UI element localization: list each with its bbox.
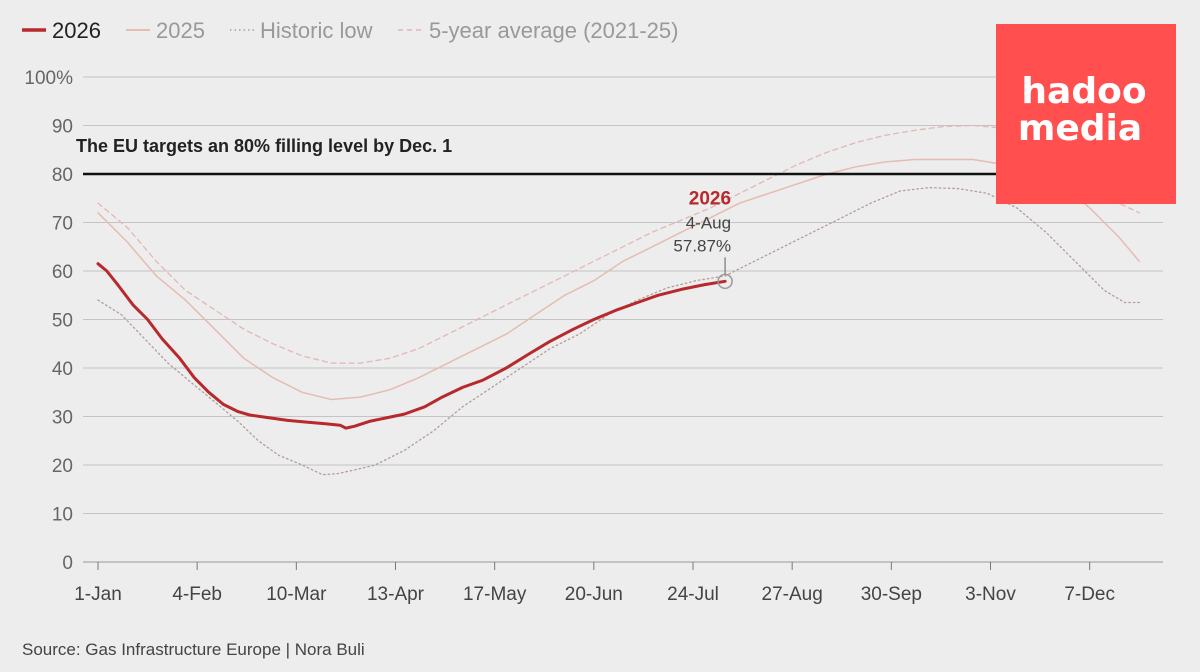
logo-background	[996, 24, 1176, 204]
y-tick-label: 50	[52, 311, 73, 332]
x-tick-label: 17-May	[463, 584, 527, 605]
legend: 2026 2025 Historic low 5-year average (2…	[22, 18, 678, 43]
legend-label-2026: 2026	[52, 18, 101, 43]
callout-value: 57.87%	[673, 236, 731, 255]
y-tick-label: 0	[62, 553, 73, 574]
callout: 2026 4-Aug 57.87%	[673, 188, 733, 290]
x-tick-label: 24-Jul	[667, 584, 719, 605]
legend-item-5-year-average: 5-year average (2021-25)	[398, 18, 678, 43]
source-note: Source: Gas Infrastructure Europe | Nora…	[22, 640, 365, 659]
logo-line-1: hadoo	[1021, 71, 1146, 112]
y-axis-ticks: 0 10 20 30 40 50 60 70 80 90 100%	[24, 68, 73, 574]
y-tick-label: 30	[52, 408, 73, 429]
x-tick-label: 13-Apr	[367, 584, 425, 605]
legend-label-historic-low: Historic low	[260, 18, 373, 43]
legend-label-2025: 2025	[156, 18, 205, 43]
x-tick-label: 7-Dec	[1064, 584, 1115, 605]
callout-title: 2026	[689, 188, 731, 209]
series-line-historic-low	[97, 186, 1140, 476]
series-lines	[96, 124, 1141, 476]
legend-item-2026: 2026	[22, 18, 101, 43]
y-tick-label: 60	[52, 262, 73, 283]
series-line-2026	[96, 262, 727, 430]
logo-line-2: media	[1018, 108, 1142, 149]
x-tick-label: 10-Mar	[266, 584, 327, 605]
series-line-2025	[97, 158, 1141, 401]
y-tick-label: 40	[52, 359, 73, 380]
x-tick-label: 4-Feb	[172, 584, 222, 605]
x-tick-label: 1-Jan	[74, 584, 122, 605]
y-tick-label: 70	[52, 214, 73, 235]
series-line-5-year-average-2021-25	[97, 124, 1140, 364]
y-tick-label: 90	[52, 117, 73, 138]
legend-label-5-year-average: 5-year average (2021-25)	[429, 18, 678, 43]
target-label: The EU targets an 80% filling level by D…	[76, 136, 452, 156]
y-tick-label: 80	[52, 165, 73, 186]
hadoo-media-logo: hadoo media	[996, 24, 1176, 204]
y-tick-label: 20	[52, 456, 73, 477]
x-tick-label: 3-Nov	[965, 584, 1016, 605]
callout-date: 4-Aug	[686, 213, 731, 232]
x-tick-label: 20-Jun	[565, 584, 623, 605]
legend-item-historic-low: Historic low	[230, 18, 373, 43]
y-tick-label: 100%	[24, 68, 73, 89]
x-tick-label: 30-Sep	[861, 584, 922, 605]
callout-marker	[717, 273, 733, 290]
legend-item-2025: 2025	[126, 18, 205, 43]
x-axis-ticks: 1-Jan 4-Feb 10-Mar 13-Apr 17-May 20-Jun 24-Jul…	[74, 562, 1115, 605]
x-tick-label: 27-Aug	[762, 584, 823, 605]
y-tick-label: 10	[52, 505, 73, 526]
